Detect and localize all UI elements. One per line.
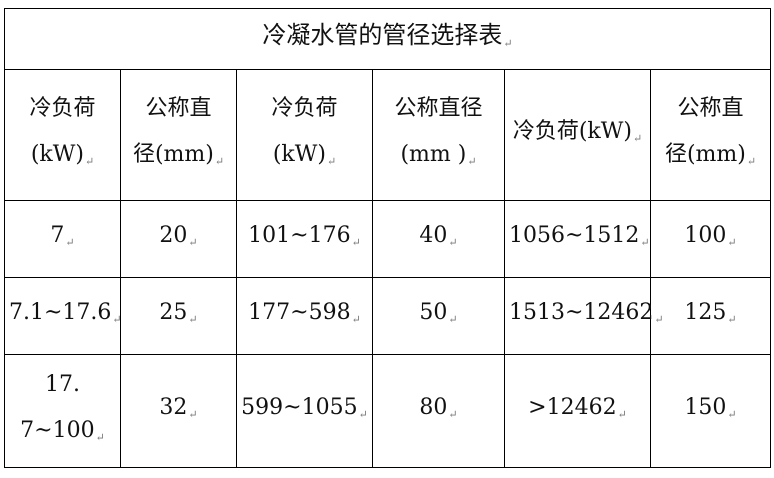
table-header-row: 冷负荷 (kW)↵ 公称直 径(mm)↵ 冷负荷 (kW)↵ 公称直径 (mm … bbox=[4, 69, 771, 201]
table-cell: 599~1055↵ bbox=[236, 354, 373, 468]
header-line: (mm ) bbox=[400, 141, 467, 167]
cell-value: 599~1055 bbox=[241, 394, 358, 420]
paragraph-mark: ↵ bbox=[632, 131, 643, 145]
table-cell: 80↵ bbox=[372, 354, 505, 468]
cell-value: 7.1~17.6 bbox=[9, 299, 112, 325]
header-nominal-diameter-2: 公称直径 (mm )↵ bbox=[372, 69, 505, 201]
header-line: 冷负荷 bbox=[271, 95, 338, 121]
paragraph-mark: ↵ bbox=[188, 235, 198, 249]
table-row: 7.1~17.6↵ 25↵ 177~598↵ 50↵ 1513~12462↵ 1… bbox=[4, 277, 771, 355]
cell-value: 101~176 bbox=[248, 222, 351, 248]
paragraph-mark: ↵ bbox=[112, 312, 122, 326]
cell-value: >12462 bbox=[528, 394, 617, 420]
table-cell: 20↵ bbox=[120, 200, 237, 278]
paragraph-mark: ↵ bbox=[214, 154, 225, 168]
table-title-row: 冷凝水管的管径选择表↵ bbox=[4, 8, 771, 70]
cell-value: 40 bbox=[419, 222, 448, 248]
paragraph-mark: ↵ bbox=[358, 407, 368, 421]
cell-value: 25 bbox=[159, 299, 188, 325]
table-cell: >12462↵ bbox=[504, 354, 651, 468]
paragraph-mark: ↵ bbox=[617, 407, 627, 421]
paragraph-mark: ↵ bbox=[65, 235, 75, 249]
paragraph-mark: ↵ bbox=[727, 312, 737, 326]
cell-value: 100 bbox=[684, 222, 727, 248]
table-title-cell: 冷凝水管的管径选择表↵ bbox=[4, 8, 771, 70]
table-cell: 17. 7~100↵ bbox=[4, 354, 121, 468]
table-cell: 1056~1512↵ bbox=[504, 200, 651, 278]
cell-value: 20 bbox=[159, 222, 188, 248]
cell-value: 177~598 bbox=[248, 299, 351, 325]
table-cell: 25↵ bbox=[120, 277, 237, 355]
paragraph-mark: ↵ bbox=[326, 154, 337, 168]
header-line: 冷负荷(kW) bbox=[512, 118, 632, 144]
table-row: 17. 7~100↵ 32↵ 599~1055↵ 80↵ >12462↵ 150… bbox=[4, 354, 771, 468]
table-cell: 40↵ bbox=[372, 200, 505, 278]
header-line: (kW) bbox=[272, 141, 326, 167]
header-line: 公称直 bbox=[145, 95, 212, 121]
paragraph-mark: ↵ bbox=[351, 235, 361, 249]
cell-value: 125 bbox=[684, 299, 727, 325]
header-cooling-load-1: 冷负荷 (kW)↵ bbox=[4, 69, 121, 201]
header-line: 径(mm) bbox=[132, 141, 214, 167]
header-line: 公称直径 bbox=[394, 95, 483, 121]
table-cell: 7↵ bbox=[4, 200, 121, 278]
paragraph-mark: ↵ bbox=[727, 235, 737, 249]
paragraph-mark: ↵ bbox=[503, 36, 513, 50]
paragraph-mark: ↵ bbox=[467, 154, 477, 168]
paragraph-mark: ↵ bbox=[448, 312, 458, 326]
cell-value: 7 bbox=[50, 222, 65, 248]
paragraph-mark: ↵ bbox=[95, 430, 105, 444]
table-cell: 32↵ bbox=[120, 354, 237, 468]
cell-value: 150 bbox=[684, 394, 727, 420]
cell-value: 80 bbox=[419, 394, 448, 420]
header-line: 冷负荷 bbox=[29, 95, 96, 121]
header-line: (kW) bbox=[30, 141, 84, 167]
paragraph-mark: ↵ bbox=[746, 154, 757, 168]
table-title: 冷凝水管的管径选择表 bbox=[262, 20, 503, 49]
header-nominal-diameter-1: 公称直 径(mm)↵ bbox=[120, 69, 237, 201]
table-cell: 7.1~17.6↵ bbox=[4, 277, 122, 355]
header-cooling-load-3: 冷负荷(kW)↵ bbox=[504, 69, 651, 201]
header-nominal-diameter-3: 公称直 径(mm)↵ bbox=[650, 69, 771, 201]
paragraph-mark: ↵ bbox=[188, 312, 198, 326]
table-cell: 1513~12462↵ bbox=[504, 277, 664, 355]
paragraph-mark: ↵ bbox=[188, 407, 198, 421]
paragraph-mark: ↵ bbox=[640, 235, 650, 249]
table-cell: 50↵ bbox=[372, 277, 505, 355]
paragraph-mark: ↵ bbox=[654, 312, 664, 326]
cell-value: 7~100 bbox=[20, 417, 95, 443]
header-line: 径(mm) bbox=[664, 141, 746, 167]
header-cooling-load-2: 冷负荷 (kW)↵ bbox=[236, 69, 373, 201]
table-cell: 177~598↵ bbox=[236, 277, 373, 355]
pipe-diameter-table: 冷凝水管的管径选择表↵ 冷负荷 (kW)↵ 公称直 径(mm)↵ 冷负荷 (kW… bbox=[4, 8, 771, 468]
table-cell: 150↵ bbox=[650, 354, 771, 468]
cell-value: 32 bbox=[159, 394, 188, 420]
table-row: 7↵ 20↵ 101~176↵ 40↵ 1056~1512↵ 100↵ bbox=[4, 200, 771, 278]
table-cell: 100↵ bbox=[650, 200, 771, 278]
cell-value: 17. bbox=[45, 371, 80, 397]
paragraph-mark: ↵ bbox=[448, 407, 458, 421]
table-cell: 125↵ bbox=[650, 277, 771, 355]
paragraph-mark: ↵ bbox=[448, 235, 458, 249]
paragraph-mark: ↵ bbox=[351, 312, 361, 326]
cell-value: 50 bbox=[419, 299, 448, 325]
paragraph-mark: ↵ bbox=[727, 407, 737, 421]
pipe-diameter-table-wrapper: 冷凝水管的管径选择表↵ 冷负荷 (kW)↵ 公称直 径(mm)↵ 冷负荷 (kW… bbox=[4, 8, 771, 468]
table-cell: 101~176↵ bbox=[236, 200, 373, 278]
cell-value: 1056~1512 bbox=[509, 222, 640, 248]
cell-value: 1513~12462 bbox=[509, 299, 654, 325]
paragraph-mark: ↵ bbox=[84, 154, 95, 168]
header-line: 公称直 bbox=[677, 95, 744, 121]
